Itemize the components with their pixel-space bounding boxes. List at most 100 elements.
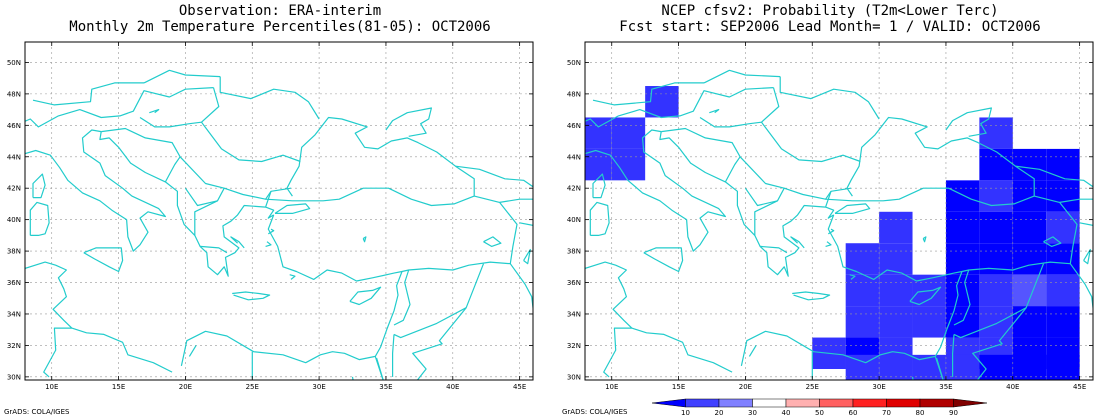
lat-label: 36N (7, 279, 21, 287)
coastline (934, 356, 944, 380)
probability-cell (879, 243, 913, 275)
colorbar-segment (785, 398, 820, 408)
coastline (25, 129, 166, 252)
colorbar-label: 10 (681, 409, 690, 417)
coastline (32, 173, 46, 199)
coastline (585, 261, 733, 373)
left-title-line1: Observation: ERA-interim (178, 3, 382, 19)
coastline (509, 263, 533, 313)
probability-cell (879, 211, 913, 244)
probability-cell (879, 306, 913, 338)
right-map-frame (584, 41, 1094, 381)
coastline (499, 198, 533, 226)
coastline (909, 286, 942, 306)
coastline (760, 245, 788, 254)
left-title-line2: Monthly 2m Temperature Percentiles(81-05… (69, 19, 491, 35)
coastline (32, 82, 144, 106)
probability-cell (979, 180, 1013, 212)
probability-cell (1012, 306, 1047, 338)
coastline (748, 345, 757, 357)
probability-cell (979, 274, 1013, 307)
coastline (265, 191, 272, 208)
lon-label: 20E (739, 383, 752, 391)
coastline (1092, 153, 1093, 155)
coastline (849, 274, 856, 280)
probability-cell (945, 211, 980, 244)
probability-cell (845, 306, 880, 338)
coastline (29, 201, 50, 236)
coastline (922, 236, 927, 243)
colorbar-segment (651, 398, 686, 408)
colorbar-label: 50 (815, 409, 824, 417)
lat-label: 42N (567, 185, 581, 193)
coastline (374, 356, 384, 380)
coastline (643, 247, 684, 273)
coastline (201, 121, 301, 163)
lat-label: 46N (7, 122, 21, 130)
coastline (25, 261, 173, 373)
probability-cell (945, 180, 980, 212)
colorbar-segment (819, 398, 854, 408)
probability-cell (585, 117, 612, 149)
coastline (523, 248, 531, 265)
probability-cell (1046, 354, 1080, 380)
left-coastlines (25, 69, 533, 380)
coastline (592, 173, 606, 199)
colorbar-label: 30 (748, 409, 757, 417)
coastline (592, 82, 704, 106)
coastline (709, 109, 720, 114)
lat-label: 30N (7, 373, 21, 381)
left-axis-labels: 30N 32N 34N 36N 38N 40N 42N 44N 46N 48N 50N 10E 15E 2… (7, 42, 533, 391)
lat-label: 38N (567, 248, 581, 256)
coastline (945, 107, 992, 137)
lat-label: 38N (7, 248, 21, 256)
coastline (179, 156, 225, 207)
colorbar-segment (919, 398, 954, 408)
probability-cell (1012, 274, 1047, 307)
lat-label: 30N (567, 373, 581, 381)
lon-label: 15E (112, 383, 125, 391)
coastline (219, 76, 320, 120)
right-title: NCEP cfsv2: Probability (T2m<Lower Terc)… (560, 3, 1100, 35)
coastline (349, 286, 382, 306)
coastline (779, 76, 880, 120)
coastline (393, 307, 467, 339)
lat-label: 34N (567, 310, 581, 318)
probability-cell (979, 148, 1013, 181)
lat-label: 32N (7, 342, 21, 350)
right-axis-labels: 30N 32N 34N 36N 38N 40N 42N 44N 46N 48N 50N 10E 15E 2… (567, 42, 1093, 391)
colorbar-segment (852, 398, 887, 408)
coastline (972, 263, 1045, 380)
colorbar-segment (953, 398, 988, 408)
coastline (139, 87, 220, 128)
right-map: 30N 32N 34N 36N 38N 40N 42N 44N 46N 48N 50N 10E 15E 2… (567, 41, 1094, 391)
coastline (483, 236, 502, 247)
lon-label: 10E (605, 383, 618, 391)
coastline (754, 200, 778, 236)
probability-cell (1046, 306, 1080, 338)
lon-label: 25E (806, 383, 819, 391)
coastline (589, 201, 610, 236)
coastline (661, 127, 741, 183)
coastline (1043, 236, 1062, 247)
coastline (825, 241, 832, 247)
left-credit: GrADS: COLA/IGES (4, 408, 70, 416)
coastline (265, 241, 272, 247)
coastline (953, 269, 971, 326)
coastline (385, 107, 432, 137)
probability-cell (912, 306, 946, 338)
lon-label: 30E (872, 383, 885, 391)
lat-label: 44N (7, 153, 21, 161)
probability-cell (945, 274, 980, 307)
coastline (532, 153, 533, 155)
lat-label: 40N (7, 216, 21, 224)
coastline (101, 127, 181, 183)
lat-label: 40N (567, 216, 581, 224)
coastline (25, 87, 214, 128)
left-map-frame (24, 41, 534, 381)
lon-label: 35E (939, 383, 952, 391)
lon-label: 45E (1073, 383, 1086, 391)
coastline (828, 228, 835, 235)
lat-label: 42N (7, 185, 21, 193)
